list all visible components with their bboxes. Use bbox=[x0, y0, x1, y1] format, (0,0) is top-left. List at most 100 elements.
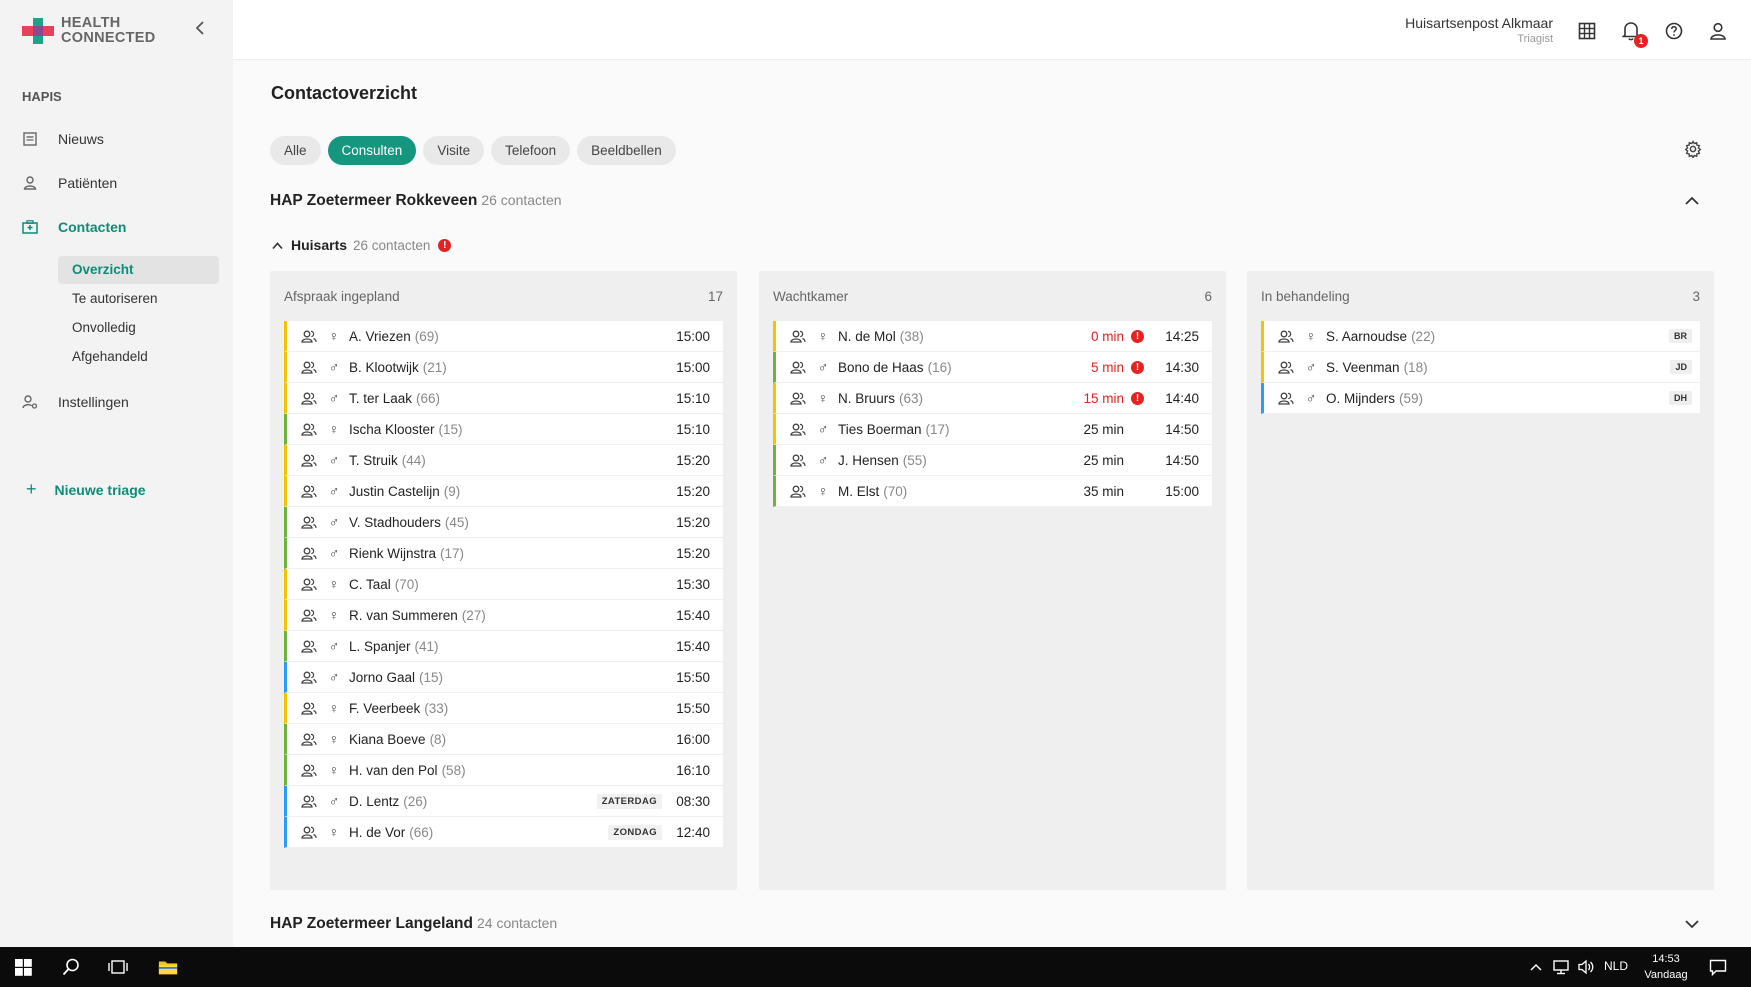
sidebar-item-patienten[interactable]: Patiënten bbox=[22, 171, 117, 195]
filter-visite[interactable]: Visite bbox=[423, 136, 485, 165]
apps-grid-button[interactable] bbox=[1576, 20, 1598, 42]
contact-row[interactable]: ♂ Jorno Gaal (15) 15:50 bbox=[284, 662, 723, 693]
male-icon: ♂ bbox=[817, 421, 829, 437]
newspaper-icon bbox=[22, 131, 38, 147]
sidebar-item-nieuws[interactable]: Nieuws bbox=[22, 127, 104, 151]
patient-name: Ischa Klooster bbox=[349, 421, 435, 437]
brand-logo[interactable]: HEALTH CONNECTED bbox=[22, 16, 156, 46]
appointment-time: 15:10 bbox=[676, 421, 710, 437]
gear-icon bbox=[1684, 140, 1702, 159]
contact-row[interactable]: ♀ S. Aarnoudse (22) BR bbox=[1261, 321, 1700, 352]
people-icon bbox=[301, 702, 319, 715]
person-icon bbox=[22, 175, 38, 191]
volume-icon[interactable] bbox=[1576, 957, 1596, 977]
file-explorer-icon[interactable] bbox=[158, 957, 178, 977]
contact-row[interactable]: ♂ S. Veenman (18) JD bbox=[1261, 352, 1700, 383]
chevron-up-icon[interactable] bbox=[272, 237, 283, 253]
subnav-te-autoriseren[interactable]: Te autoriseren bbox=[72, 291, 158, 306]
filter-consulten[interactable]: Consulten bbox=[327, 136, 417, 165]
male-icon: ♂ bbox=[328, 390, 340, 406]
sidebar-item-contacten[interactable]: Contacten bbox=[22, 215, 126, 239]
keyboard-language[interactable]: NLD bbox=[1604, 959, 1629, 973]
contact-row[interactable]: ♀ C. Taal (70) 15:30 bbox=[284, 569, 723, 600]
people-icon bbox=[301, 454, 319, 467]
filter-beeldbellen[interactable]: Beeldbellen bbox=[577, 136, 676, 165]
patient-name: J. Hensen bbox=[838, 452, 899, 468]
alert-icon: ! bbox=[438, 238, 452, 252]
user-profile-button[interactable] bbox=[1707, 20, 1729, 42]
taskbar-clock[interactable]: 14:53 Vandaag bbox=[1644, 953, 1688, 981]
patient-name: N. Bruurs bbox=[838, 390, 896, 406]
appointment-time: 15:00 bbox=[1165, 483, 1199, 499]
contact-row[interactable]: ♀ H. de Vor (66) ZONDAG 12:40 bbox=[284, 817, 723, 848]
contact-row[interactable]: ♀ Ischa Klooster (15) 15:10 bbox=[284, 414, 723, 445]
contact-row[interactable]: ♂ J. Hensen (55) 25 min 14:50 bbox=[773, 445, 1212, 476]
male-icon: ♂ bbox=[328, 452, 340, 468]
contact-row[interactable]: ♂ O. Mijnders (59) DH bbox=[1261, 383, 1700, 414]
appointment-time: 15:50 bbox=[676, 700, 710, 716]
patient-name: M. Elst bbox=[838, 483, 880, 499]
contact-row[interactable]: ♂ Ties Boerman (17) 25 min 14:50 bbox=[773, 414, 1212, 445]
patient-age: (69) bbox=[414, 328, 439, 344]
patient-age: (27) bbox=[461, 607, 486, 623]
contact-row[interactable]: ♂ V. Stadhouders (45) 15:20 bbox=[284, 507, 723, 538]
contact-row[interactable]: ♀ N. de Mol (38) 0 min! 14:25 bbox=[773, 321, 1212, 352]
windows-start-icon[interactable] bbox=[13, 957, 33, 977]
patient-age: (45) bbox=[444, 514, 469, 530]
filter-alle[interactable]: Alle bbox=[270, 136, 321, 165]
appointment-time: 15:00 bbox=[676, 328, 710, 344]
patient-age: (15) bbox=[438, 421, 463, 437]
contact-row[interactable]: ♀ R. van Summeren (27) 15:40 bbox=[284, 600, 723, 631]
subnav-afgehandeld[interactable]: Afgehandeld bbox=[72, 349, 148, 364]
contact-row[interactable]: ♂ D. Lentz (26) ZATERDAG 08:30 bbox=[284, 786, 723, 817]
contact-row[interactable]: ♂ L. Spanjer (41) 15:40 bbox=[284, 631, 723, 662]
patient-age: (66) bbox=[416, 390, 441, 406]
patient-age: (70) bbox=[394, 576, 419, 592]
task-view-icon[interactable] bbox=[108, 957, 128, 977]
contact-row[interactable]: ♀ H. van den Pol (58) 16:10 bbox=[284, 755, 723, 786]
people-icon bbox=[301, 733, 319, 746]
notifications-button[interactable] bbox=[1620, 20, 1642, 42]
contact-row[interactable]: ♂ T. Struik (44) 15:20 bbox=[284, 445, 723, 476]
search-icon[interactable] bbox=[61, 957, 81, 977]
contact-row[interactable]: ♀ F. Veerbeek (33) 15:50 bbox=[284, 693, 723, 724]
collapse-group-button[interactable] bbox=[1685, 193, 1705, 213]
contact-row[interactable]: ♂ T. ter Laak (66) 15:10 bbox=[284, 383, 723, 414]
appointment-time: 14:40 bbox=[1165, 390, 1199, 406]
subnav-overzicht[interactable]: Overzicht bbox=[58, 256, 219, 284]
contact-row[interactable]: ♀ N. Bruurs (63) 15 min! 14:40 bbox=[773, 383, 1212, 414]
contact-row[interactable]: ♂ Rienk Wijnstra (17) 15:20 bbox=[284, 538, 723, 569]
subnav-onvolledig[interactable]: Onvolledig bbox=[72, 320, 136, 335]
help-button[interactable] bbox=[1663, 20, 1685, 42]
contact-row[interactable]: ♀ Kiana Boeve (8) 16:00 bbox=[284, 724, 723, 755]
female-icon: ♀ bbox=[817, 390, 829, 406]
expand-group-button[interactable] bbox=[1685, 916, 1705, 936]
appointment-time: 14:50 bbox=[1165, 421, 1199, 437]
contact-row[interactable]: ♂ Bono de Haas (16) 5 min! 14:30 bbox=[773, 352, 1212, 383]
help-icon bbox=[1665, 22, 1683, 40]
contact-row[interactable]: ♂ B. Klootwijk (21) 15:00 bbox=[284, 352, 723, 383]
organisation-switcher[interactable]: Huisartsenpost Alkmaar Triagist bbox=[1405, 15, 1553, 45]
patient-age: (8) bbox=[429, 731, 447, 747]
male-icon: ♂ bbox=[328, 545, 340, 561]
organisation-name: Huisartsenpost Alkmaar bbox=[1405, 15, 1553, 31]
waiting-time: 25 min bbox=[1083, 452, 1124, 468]
filter-telefoon[interactable]: Telefoon bbox=[491, 136, 571, 165]
sidebar-item-instellingen[interactable]: Instellingen bbox=[22, 390, 129, 414]
practitioner-initials: DH bbox=[1669, 391, 1692, 405]
action-center-icon[interactable] bbox=[1708, 957, 1728, 977]
appointment-time: 12:40 bbox=[676, 824, 710, 840]
contact-row[interactable]: ♀ M. Elst (70) 35 min 15:00 bbox=[773, 476, 1212, 507]
patient-name: O. Mijnders bbox=[1326, 390, 1396, 406]
new-triage-button[interactable]: + Nieuwe triage bbox=[26, 479, 146, 499]
network-icon[interactable] bbox=[1551, 957, 1571, 977]
appointment-time: 15:50 bbox=[676, 669, 710, 685]
chevron-up-icon[interactable] bbox=[1526, 957, 1546, 977]
contact-row[interactable]: ♀ A. Vriezen (69) 15:00 bbox=[284, 321, 723, 352]
contact-row[interactable]: ♂ Justin Castelijn (9) 15:20 bbox=[284, 476, 723, 507]
female-icon: ♀ bbox=[1305, 328, 1317, 344]
view-settings-button[interactable] bbox=[1684, 140, 1706, 162]
waiting-time: 0 min! bbox=[1091, 329, 1144, 344]
collapse-sidebar-button[interactable] bbox=[190, 18, 210, 40]
waiting-time: 15 min! bbox=[1083, 391, 1144, 406]
